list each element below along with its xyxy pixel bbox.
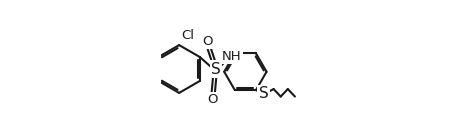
- Text: Cl: Cl: [181, 29, 194, 42]
- Text: NH: NH: [222, 50, 241, 63]
- Text: O: O: [202, 35, 213, 48]
- Text: S: S: [211, 62, 221, 76]
- Text: O: O: [207, 93, 218, 106]
- Text: S: S: [259, 86, 268, 101]
